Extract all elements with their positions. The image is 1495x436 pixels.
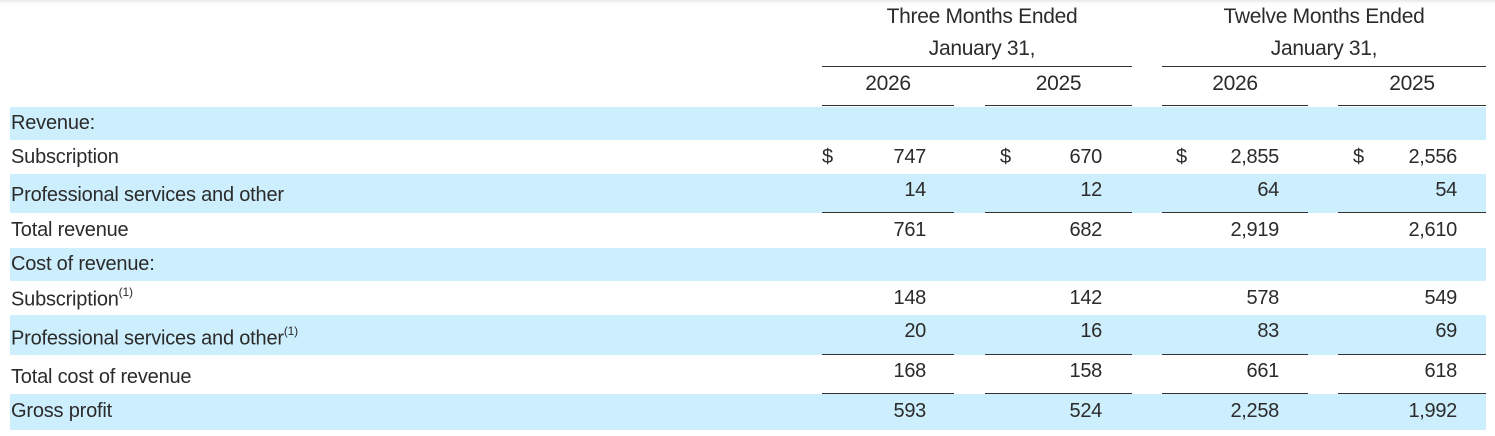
cell-gross-profit-q-2025: 524 [1069, 400, 1103, 422]
year-rule-4 [1338, 105, 1486, 106]
header-twelve-months-line2: January 31, [1270, 37, 1378, 60]
header-twelve-months-line1: Twelve Months Ended [1223, 5, 1425, 28]
subtotal-rule [822, 393, 954, 394]
currency-symbol: $ [1353, 146, 1365, 168]
header-three-months-line2: January 31, [928, 37, 1036, 60]
row-label-total-cost-of-revenue: Total cost of revenue [11, 366, 192, 388]
year-header-4: 2025 [1389, 72, 1435, 95]
subtotal-rule [985, 212, 1132, 213]
cell-subscription-y-2026: 2,855 [1230, 146, 1279, 168]
cell-subscription-y-2025: 2,556 [1408, 146, 1457, 168]
year-rule-2 [985, 105, 1132, 106]
cell-gross-profit-q-2026: 593 [893, 400, 927, 422]
cell-cost-subscription-q-2026: 148 [893, 287, 927, 309]
footnote-marker: (1) [118, 285, 133, 299]
row-band-cost-header [10, 248, 1486, 281]
subtotal-rule [985, 354, 1132, 355]
subtotal-rule [1338, 393, 1486, 394]
row-band-professional-services [10, 174, 1486, 213]
cell-total-revenue-q-2026: 761 [893, 219, 927, 241]
cell-subscription-q-2026: 747 [893, 146, 927, 168]
subtotal-rule [1162, 212, 1308, 213]
header-twelve-months-rule [1162, 66, 1486, 67]
subtotal-rule [822, 354, 954, 355]
cell-total-cost-q-2026: 168 [893, 360, 927, 382]
row-label-cost-subscription: Subscription(1) [11, 285, 133, 311]
row-label-subscription: Subscription [11, 146, 119, 168]
cell-prof-services-y-2025: 54 [1435, 179, 1457, 201]
header-three-months-rule [822, 66, 1132, 67]
currency-symbol: $ [1176, 146, 1188, 168]
currency-symbol: $ [822, 146, 834, 168]
subtotal-rule [1338, 212, 1486, 213]
subtotal-rule [822, 212, 954, 213]
cell-prof-services-y-2026: 64 [1257, 179, 1279, 201]
year-rule-1 [822, 105, 954, 106]
cell-total-revenue-y-2026: 2,919 [1230, 219, 1279, 241]
cell-total-cost-q-2025: 158 [1069, 360, 1103, 382]
year-header-3: 2026 [1212, 72, 1258, 95]
year-header-2: 2025 [1035, 72, 1082, 95]
cell-cost-prof-services-y-2025: 69 [1435, 320, 1457, 342]
year-header-1: 2026 [865, 72, 911, 95]
row-label-cost-professional-services: Professional services and other(1) [11, 324, 298, 350]
cell-cost-subscription-y-2026: 578 [1246, 287, 1280, 309]
top-shadow [0, 0, 1495, 4]
row-band-cost-professional-services [10, 315, 1486, 355]
row-label-gross-profit: Gross profit [11, 400, 112, 422]
cell-cost-subscription-q-2025: 142 [1069, 287, 1103, 309]
subtotal-rule [1338, 354, 1486, 355]
header-three-months-line1: Three Months Ended [886, 5, 1078, 28]
subtotal-rule [1162, 354, 1308, 355]
cell-total-cost-y-2025: 618 [1424, 360, 1458, 382]
row-label-professional-services: Professional services and other [11, 184, 284, 206]
cell-subscription-q-2025: 670 [1069, 146, 1103, 168]
row-label-total-revenue: Total revenue [11, 219, 129, 241]
cell-cost-prof-services-y-2026: 83 [1257, 320, 1279, 342]
row-label-revenue: Revenue: [11, 112, 96, 134]
cell-prof-services-q-2026: 14 [904, 179, 926, 201]
subtotal-rule [985, 393, 1132, 394]
row-band-revenue-header [10, 107, 1486, 140]
year-rule-3 [1162, 105, 1308, 106]
row-band-gross-profit [10, 394, 1486, 430]
cell-cost-prof-services-q-2025: 16 [1080, 320, 1102, 342]
cell-total-revenue-y-2025: 2,610 [1408, 219, 1457, 241]
cell-prof-services-q-2025: 12 [1080, 179, 1102, 201]
cell-total-cost-y-2026: 661 [1246, 360, 1280, 382]
cell-total-revenue-q-2025: 682 [1069, 219, 1103, 241]
cell-cost-prof-services-q-2026: 20 [904, 320, 926, 342]
subtotal-rule [1162, 393, 1308, 394]
cell-cost-subscription-y-2025: 549 [1424, 287, 1458, 309]
currency-symbol: $ [1000, 146, 1012, 168]
cell-gross-profit-y-2025: 1,992 [1408, 400, 1457, 422]
footnote-marker: (1) [283, 324, 298, 338]
cell-gross-profit-y-2026: 2,258 [1230, 400, 1279, 422]
row-label-cost-of-revenue: Cost of revenue: [11, 253, 155, 275]
